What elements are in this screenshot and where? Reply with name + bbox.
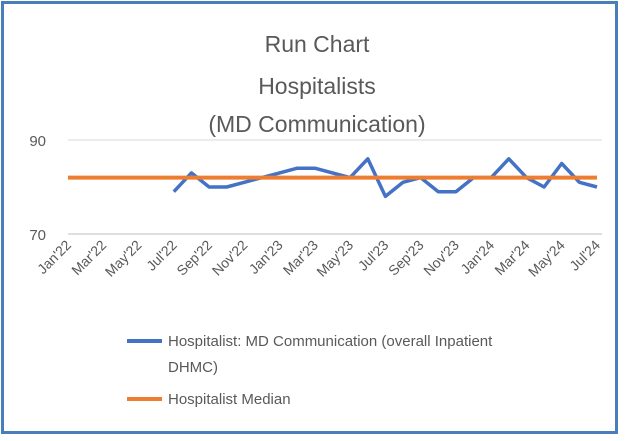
x-tick-label: Mar'23 (280, 237, 321, 278)
x-tick-label: Sep'23 (385, 237, 427, 279)
legend-label-1: Hospitalist: MD Communication (overall I… (168, 333, 493, 350)
chart-legend: Hospitalist: MD Communication (overall I… (127, 333, 493, 408)
chart-axes: 7090Jan'22Mar'22May'22Jul'22Sep'22Nov'22… (29, 133, 603, 280)
x-tick-label: May'22 (102, 237, 145, 280)
x-tick-label: May'23 (313, 237, 356, 280)
chart-title-line-3: (MD Communication) (208, 111, 425, 137)
x-tick-label: Sep'22 (173, 237, 215, 279)
x-tick-label: Mar'22 (68, 237, 109, 278)
chart-frame (1, 1, 618, 434)
chart-series (68, 157, 598, 199)
x-tick-label: Jul'24 (566, 237, 603, 274)
x-tick-label: May'24 (525, 237, 568, 280)
chart-title-line-1: Run Chart (265, 31, 370, 57)
x-tick-label: Jan'23 (246, 237, 286, 277)
y-tick-label-90: 90 (29, 133, 46, 150)
x-tick-label: Mar'24 (491, 237, 532, 278)
x-tick-label: Nov'23 (420, 237, 462, 279)
x-tick-label: Nov'22 (209, 237, 251, 279)
x-tick-label: Jan'24 (457, 237, 497, 277)
chart-title: Run Chart Hospitalists (MD Communication) (208, 31, 425, 137)
legend-label-1: DHMC) (168, 359, 218, 376)
chart-title-line-2: Hospitalists (258, 73, 376, 99)
y-tick-label-70: 70 (29, 227, 46, 244)
legend-label-2: Hospitalist Median (168, 391, 291, 408)
